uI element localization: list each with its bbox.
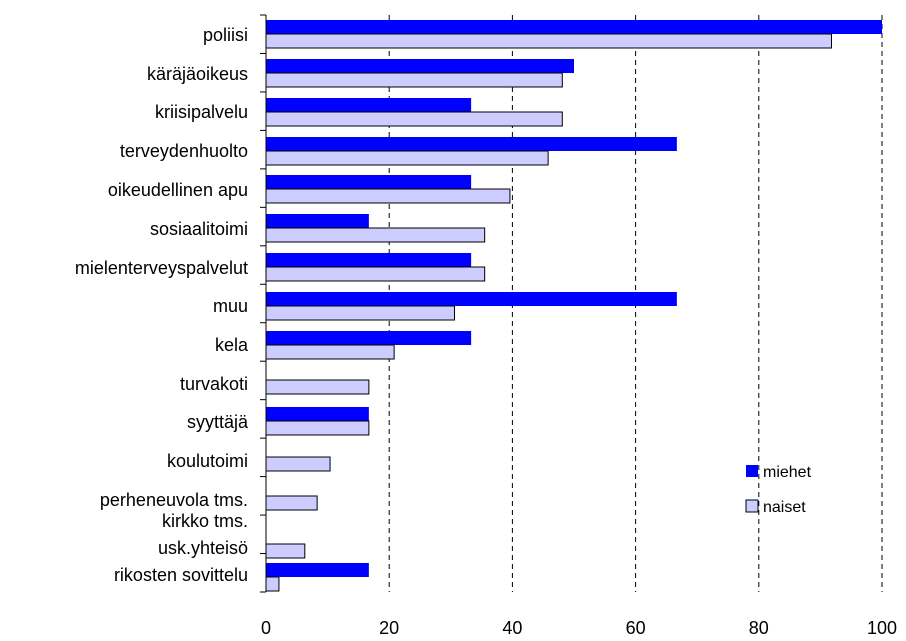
bar-naiset-15 xyxy=(265,576,280,592)
category-label-5: sosiaalitoimi xyxy=(150,219,248,239)
bar-miehet-10 xyxy=(266,407,369,421)
category-label-12: perheneuvola tms. xyxy=(100,490,248,510)
bar-naiset-5 xyxy=(265,227,486,243)
x-tick-label-3: 60 xyxy=(626,618,646,638)
legend-swatch-miehet xyxy=(746,465,758,477)
bar-miehet-1 xyxy=(266,59,574,73)
category-label-9: turvakoti xyxy=(180,374,248,394)
bar-miehet-15 xyxy=(266,563,369,577)
x-tick-label-1: 20 xyxy=(379,618,399,638)
bar-naiset-8 xyxy=(265,344,395,360)
bar-miehet-7 xyxy=(266,292,677,306)
bar-naiset-1 xyxy=(265,72,563,88)
bar-miehet-2 xyxy=(266,98,472,112)
bar-naiset-4 xyxy=(265,188,511,204)
legend-label-miehet: miehet xyxy=(763,464,812,481)
tick-labels: 0 20 40 60 80 100 xyxy=(261,618,897,638)
axes xyxy=(260,14,267,593)
legend: miehet naiset xyxy=(745,464,812,516)
category-label-13: kirkko tms. xyxy=(162,511,248,531)
bar-miehet-8 xyxy=(266,331,472,345)
category-label-11: koulutoimi xyxy=(167,451,248,471)
x-tick-label-5: 100 xyxy=(867,618,897,638)
bars xyxy=(265,20,882,592)
category-label-10: syyttäjä xyxy=(187,412,249,432)
category-label-1: käräjäoikeus xyxy=(147,64,248,84)
bar-naiset-11 xyxy=(265,456,331,472)
bar-naiset-10 xyxy=(265,420,370,436)
category-label-15: rikosten sovittelu xyxy=(114,565,248,585)
bar-miehet-4 xyxy=(266,175,472,189)
x-tick-label-4: 80 xyxy=(749,618,769,638)
x-tick-label-0: 0 xyxy=(261,618,271,638)
bar-miehet-5 xyxy=(266,214,369,228)
category-label-14: usk.yhteisö xyxy=(158,538,248,558)
x-tick-label-2: 40 xyxy=(502,618,522,638)
category-label-8: kela xyxy=(215,335,249,355)
category-labels: poliisi käräjäoikeus kriisipalvelu terveyde… xyxy=(75,25,249,585)
bar-miehet-0 xyxy=(266,20,882,34)
bar-naiset-6 xyxy=(265,266,486,282)
legend-swatch-naiset xyxy=(745,499,759,513)
bar-naiset-14 xyxy=(265,543,306,559)
category-label-3: terveydenhuolto xyxy=(120,141,248,161)
bar-naiset-3 xyxy=(265,150,549,166)
category-label-0: poliisi xyxy=(203,25,248,45)
legend-label-naiset: naiset xyxy=(763,499,806,516)
bar-naiset-12 xyxy=(265,495,318,511)
bar-naiset-2 xyxy=(265,111,563,127)
category-label-2: kriisipalvelu xyxy=(155,102,248,122)
bar-naiset-7 xyxy=(265,305,455,321)
category-label-6: mielenterveyspalvelut xyxy=(75,258,248,278)
bar-miehet-6 xyxy=(266,253,472,267)
bar-naiset-9 xyxy=(265,379,370,395)
category-label-7: muu xyxy=(213,296,248,316)
bar-naiset-0 xyxy=(265,33,832,49)
category-label-4: oikeudellinen apu xyxy=(108,180,248,200)
bar-miehet-3 xyxy=(266,137,677,151)
